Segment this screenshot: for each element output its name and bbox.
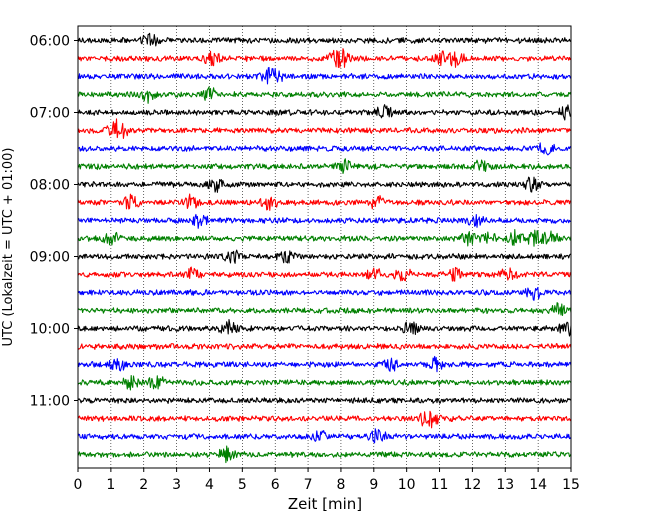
seismogram-trace xyxy=(78,213,572,229)
seismogram-trace xyxy=(77,374,572,391)
seismogram-trace xyxy=(77,118,572,139)
seismogram-trace xyxy=(77,158,572,175)
x-tick-label: 10 xyxy=(398,477,416,493)
y-tick-label: 08:00 xyxy=(30,178,70,194)
x-tick-label: 4 xyxy=(205,477,214,493)
x-tick-label: 12 xyxy=(463,477,481,493)
seismogram-trace xyxy=(77,319,572,337)
x-tick-label: 9 xyxy=(369,477,378,493)
y-tick-label: 07:00 xyxy=(30,106,70,122)
seismogram-trace xyxy=(77,445,572,464)
x-tick-label: 2 xyxy=(139,477,148,493)
seismogram-trace xyxy=(77,286,572,301)
seismogram-trace xyxy=(77,229,572,247)
traces xyxy=(77,32,572,464)
seismogram-trace xyxy=(77,355,572,373)
seismogram-trace xyxy=(77,142,572,156)
seismogram-trace xyxy=(77,86,572,104)
seismogram-trace xyxy=(77,48,572,69)
seismogram-trace xyxy=(77,266,572,282)
y-tick-label: 10:00 xyxy=(30,322,70,338)
x-tick-label: 15 xyxy=(562,477,580,493)
x-tick-label: 14 xyxy=(529,477,547,493)
seismogram-trace xyxy=(77,32,572,47)
y-axis-label: UTC (Lokalzeit = UTC + 01:00) xyxy=(1,148,16,347)
x-tick-label: 5 xyxy=(238,477,247,493)
y-axis-ticks: 06:00 07:00 08:00 09:00 10:00 11:00 xyxy=(30,34,78,410)
seismogram-trace xyxy=(77,176,572,193)
seismogram-trace xyxy=(77,104,572,121)
x-tick-label: 11 xyxy=(431,477,449,493)
y-tick-label: 09:00 xyxy=(30,250,70,266)
seismogram-trace xyxy=(77,428,572,444)
seismogram-trace xyxy=(77,302,572,317)
x-tick-label: 3 xyxy=(172,477,181,493)
seismogram-trace xyxy=(77,410,572,429)
x-tick-label: 8 xyxy=(336,477,345,493)
seismogram-trace xyxy=(77,397,572,404)
x-tick-label: 13 xyxy=(496,477,514,493)
x-tick-label: 7 xyxy=(304,477,313,493)
x-tick-label: 0 xyxy=(74,477,83,493)
x-tick-label: 1 xyxy=(106,477,115,493)
y-tick-label: 06:00 xyxy=(30,34,70,50)
x-tick-label: 6 xyxy=(271,477,280,493)
x-axis-ticks: 0 1 2 3 4 5 6 7 8 9 10 11 12 13 14 15 xyxy=(74,468,580,493)
y-tick-label: 11:00 xyxy=(30,394,70,410)
seismogram-trace xyxy=(77,193,572,211)
seismogram-trace xyxy=(77,343,572,350)
seismogram-trace xyxy=(77,249,572,264)
x-axis-label: Zeit [min] xyxy=(288,495,362,513)
seismogram-trace xyxy=(77,66,572,85)
plot-frame xyxy=(77,25,572,469)
